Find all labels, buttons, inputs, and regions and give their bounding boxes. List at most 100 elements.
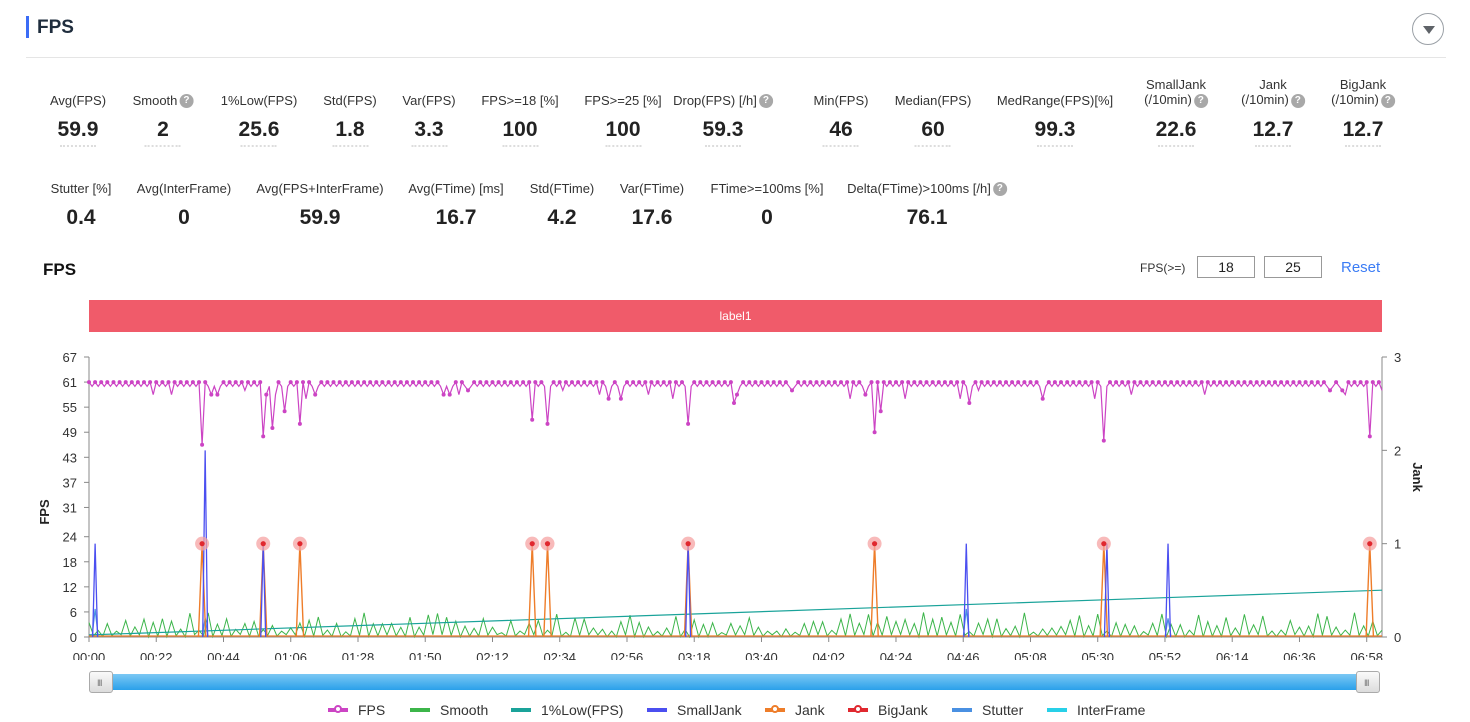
smalljank-spike [202,450,209,638]
legend-item-interframe[interactable]: InterFrame [1047,702,1145,718]
fps-point [258,380,263,385]
x-tick-label: 06:58 [1350,650,1383,660]
fps-point [239,380,244,385]
x-tick-label: 06:36 [1283,650,1316,660]
smalljank-spike [260,543,267,638]
legend-swatch-icon [410,708,430,712]
fps-point [857,380,862,385]
label-band: label1 [89,300,1382,332]
fps-point [172,380,177,385]
fps-point [87,380,91,385]
legend-item-fps[interactable]: FPS [328,702,385,718]
fps-point [1108,380,1112,385]
fps-series-line [88,380,1383,445]
help-icon[interactable]: ? [1193,94,1208,108]
fps-point [246,380,250,385]
fps-point [1101,438,1106,443]
fps-threshold-input-1[interactable] [1197,256,1255,278]
fps-threshold-input-2[interactable] [1264,256,1322,278]
legend-swatch-icon [328,705,348,713]
help-icon[interactable]: ? [992,182,1007,196]
metric-avg-fps: Avg(FPS) 59.9 [50,78,106,148]
fps-point [942,380,947,385]
fps-point [997,380,1002,385]
reset-link[interactable]: Reset [1341,259,1381,276]
fps-point [215,392,220,397]
metric-min-fps: Min(FPS) 46 [814,78,868,148]
fps-point [200,442,205,447]
legend-label: FPS [358,702,386,718]
fps-point [637,380,642,385]
fps-point [1114,380,1119,385]
fps-point [1175,380,1180,385]
fps-point [1052,380,1057,385]
fps-point [1236,380,1241,385]
metrics-row-2: Stutter [%] 0.4 Avg(InterFrame) 0 Avg(FPS+In… [0,166,1470,236]
fps-point [912,380,917,385]
bigjank-marker [297,541,303,547]
fps-point [1022,380,1027,385]
fps-point [1028,380,1033,385]
y-tick-label: 67 [63,350,77,365]
bigjank-marker [871,541,878,547]
legend-item-jank[interactable]: Jank [765,702,825,718]
slider-right-handle[interactable]: III [1356,671,1380,693]
fps-point [1364,380,1369,385]
fps-point [1266,380,1271,385]
collapse-button[interactable] [1412,13,1444,45]
fps-point [686,421,691,426]
metric-value: 59.9 [57,118,99,141]
fps-point [1279,380,1284,385]
fps-point [673,380,678,385]
metric-label: Avg(FPS) [49,93,107,108]
fps-point [704,380,709,385]
bigjank-marker [529,541,535,547]
fps-point [411,380,415,385]
help-icon[interactable]: ? [1380,94,1395,108]
fps-point [716,380,721,385]
metric-1-low-fps: 1%Low(FPS) 25.6 [221,78,297,148]
help-icon[interactable]: ? [1290,94,1305,108]
metric-label: Var(FPS) [402,93,456,108]
help-icon[interactable]: ? [758,94,773,108]
sparkline-placeholder [1158,145,1194,148]
bigjank-marker [199,541,205,547]
fps-point [949,380,953,385]
fps-point [826,380,831,385]
slider-left-handle[interactable]: III [89,671,113,693]
legend-item-bigjank[interactable]: BigJank [848,702,928,718]
legend-item-smooth[interactable]: Smooth [410,702,488,718]
fps-point [576,380,581,385]
fps-point [1315,380,1320,385]
x-tick-label: 01:50 [409,650,442,660]
fps-point [1224,380,1229,385]
metric-label: Std(FPS) [323,93,377,108]
smalljank-spike [1164,543,1172,638]
fps-point [264,392,269,397]
legend-label: 1%Low(FPS) [541,702,624,718]
fps-point [545,421,550,426]
fps-point [252,380,257,385]
fps-point [930,380,935,385]
legend-item-smalljank[interactable]: SmallJank [647,702,742,718]
fps-point [875,380,880,385]
fps-point [1010,380,1015,385]
legend-label: Smooth [440,702,489,718]
metric-value: 0 [761,206,773,229]
fps-point [1358,380,1363,385]
sparkline-placeholder [1255,145,1291,148]
bigjank-marker [544,541,551,547]
fps-point [783,380,788,385]
time-range-slider-track[interactable] [100,674,1358,690]
legend-item-stutter[interactable]: Stutter [952,702,1023,718]
y-tick-label: 43 [63,450,77,465]
fps-point [771,380,776,385]
metric-value: 2 [157,118,169,141]
fps-point [618,396,623,401]
metric-value: 59.9 [299,206,341,229]
help-icon[interactable]: ? [179,94,194,108]
bigjank-marker [260,541,266,547]
fps-point [331,380,336,385]
metrics-row-1: Avg(FPS) 59.9 Smooth? 2 1%Low(FPS) 25.6 Std(FP… [0,77,1470,148]
legend-item-1-low-fps[interactable]: 1%Low(FPS) [511,702,623,718]
